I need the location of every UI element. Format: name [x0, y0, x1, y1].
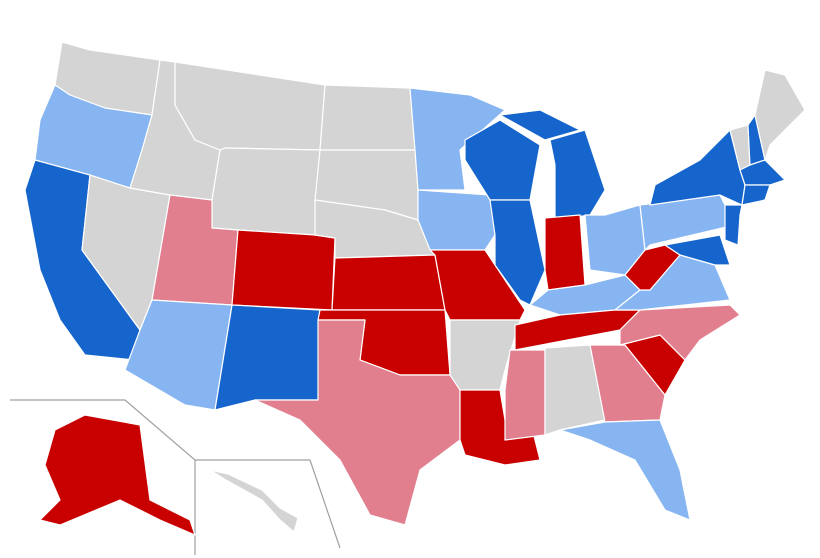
state [409, 87, 506, 191]
state [39, 414, 196, 536]
state [331, 254, 446, 311]
state [209, 469, 299, 533]
state [544, 214, 586, 291]
state [544, 344, 606, 436]
state [174, 61, 326, 151]
state [254, 319, 461, 526]
state [504, 349, 546, 441]
state [559, 419, 691, 521]
state [319, 84, 416, 151]
state [619, 304, 741, 361]
state [724, 204, 743, 246]
state [741, 184, 771, 206]
state [214, 304, 321, 411]
state [589, 344, 666, 423]
state [489, 199, 546, 306]
state [664, 234, 731, 266]
state [754, 69, 806, 161]
inset-border [10, 399, 196, 555]
state [211, 147, 321, 236]
state [649, 129, 746, 206]
state [549, 129, 606, 221]
state [231, 229, 336, 311]
state [459, 389, 541, 466]
state [499, 109, 581, 141]
inset-border [195, 459, 341, 549]
state [417, 189, 496, 251]
